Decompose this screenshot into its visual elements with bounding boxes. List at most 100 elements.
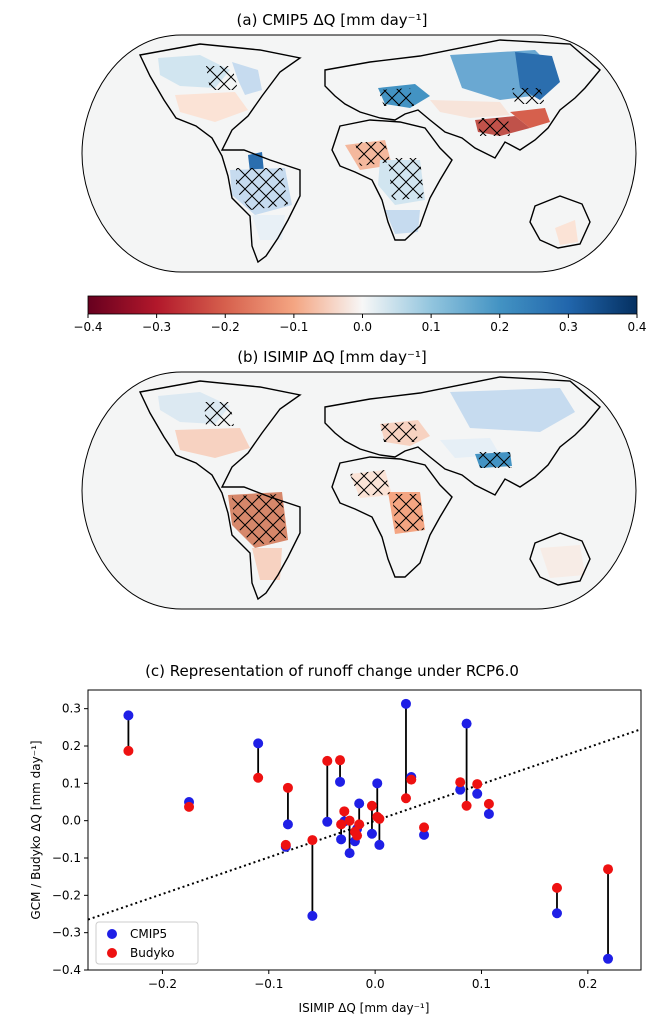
point-cmip5 — [335, 776, 346, 787]
legend-box — [95, 921, 199, 965]
panel-a-title: (a) CMIP5 ΔQ [mm day⁻¹] — [236, 11, 428, 29]
point-budyko — [419, 822, 430, 833]
map-b-regions — [138, 376, 601, 601]
hatch-a-6 — [388, 158, 424, 200]
x-axis-label: ISIMIP ΔQ [mm day⁻¹] — [299, 1001, 430, 1015]
x-tick-label: 0.0 — [366, 977, 385, 991]
colorbar-tick-label: 0.2 — [490, 320, 509, 334]
point-budyko — [307, 835, 318, 846]
point-budyko — [461, 800, 472, 811]
y-tick-label: −0.1 — [52, 851, 81, 865]
point-budyko — [406, 774, 417, 785]
continents-a — [138, 39, 601, 264]
point-cmip5 — [455, 784, 466, 795]
point-cmip5 — [344, 848, 355, 859]
point-budyko — [366, 800, 377, 811]
colorbar-tick-label: −0.3 — [142, 320, 171, 334]
points — [123, 698, 614, 964]
legend-marker-budyko — [107, 948, 117, 958]
region-australia-se — [555, 220, 578, 245]
point-cmip5 — [400, 698, 411, 709]
point-cmip5 — [374, 839, 385, 850]
colorbar-tick-label: −0.4 — [73, 320, 102, 334]
x-tick-label: 0.2 — [578, 977, 597, 991]
y-tick-label: −0.2 — [52, 888, 81, 902]
point-budyko — [123, 745, 134, 756]
y-tick-label: −0.4 — [52, 963, 81, 977]
hatch-b-3 — [478, 452, 512, 468]
y-tick-label: 0.1 — [62, 776, 81, 790]
hatch-a-4 — [478, 118, 510, 136]
point-budyko — [184, 801, 195, 812]
point-cmip5 — [461, 718, 472, 729]
y-axis-label: GCM / Budyko ΔQ [mm day⁻¹] — [29, 740, 43, 919]
legend-marker-cmip5 — [107, 929, 117, 939]
point-cmip5 — [253, 738, 264, 749]
legend-label-budyko: Budyko — [130, 946, 174, 960]
x-tick-label: 0.1 — [472, 977, 491, 991]
point-cmip5 — [322, 816, 333, 827]
point-cmip5 — [483, 808, 494, 819]
point-cmip5 — [123, 710, 134, 721]
region-southern-africa — [385, 210, 420, 234]
hatch-a-1 — [206, 66, 238, 90]
region-plata — [252, 215, 285, 240]
colorbar: −0.4 −0.3 −0.2 −0.1 0.0 0.1 0.2 0.3 0.4 — [73, 295, 647, 334]
colorbar-tick-label: 0.1 — [422, 320, 441, 334]
point-budyko — [603, 864, 614, 875]
hatch-b-4 — [350, 470, 390, 496]
point-cmip5 — [282, 819, 293, 830]
y-tick-label: 0.3 — [62, 702, 81, 716]
map-panel-a — [81, 34, 637, 273]
hatch-a-3 — [512, 88, 545, 104]
colorbar-tick-label: 0.4 — [627, 320, 646, 334]
point-budyko — [354, 819, 365, 830]
region-us-central — [175, 92, 248, 122]
x-axis: −0.2 −0.1 0.0 0.1 0.2 — [148, 970, 597, 991]
y-axis: −0.4 −0.3 −0.2 −0.1 0.0 0.1 0.2 0.3 — [52, 702, 88, 977]
hatch-a-5 — [355, 142, 390, 166]
region-canada-east — [232, 62, 262, 95]
hatch-b-1 — [204, 402, 234, 426]
hatch-b-2 — [380, 422, 418, 442]
x-tick-label: −0.2 — [148, 977, 177, 991]
point-budyko — [280, 839, 291, 850]
colorbar-tick-label: −0.1 — [279, 320, 308, 334]
point-budyko — [472, 779, 483, 790]
point-cmip5 — [419, 829, 430, 840]
region-yangtze — [510, 108, 550, 128]
point-cmip5 — [551, 908, 562, 919]
region-b-australia — [540, 545, 585, 578]
y-tick-label: 0.2 — [62, 739, 81, 753]
point-budyko — [322, 755, 333, 766]
region-b-siberia — [450, 388, 575, 432]
point-budyko — [344, 815, 355, 826]
point-cmip5 — [354, 798, 365, 809]
region-central-asia — [430, 100, 510, 118]
point-budyko — [400, 793, 411, 804]
colorbar-tick-label: −0.2 — [211, 320, 240, 334]
y-tick-label: −0.3 — [52, 926, 81, 940]
hatch-b-6 — [232, 494, 286, 546]
map-a-regions — [138, 39, 601, 264]
map-panel-b — [81, 371, 637, 610]
colorbar-tick-label: 0.3 — [559, 320, 578, 334]
colorbar-gradient — [87, 295, 638, 315]
point-budyko — [339, 806, 350, 817]
point-cmip5 — [307, 910, 318, 921]
x-tick-label: −0.1 — [254, 977, 283, 991]
scatter-chart: −0.4 −0.3 −0.2 −0.1 0.0 0.1 0.2 0.3 −0.2 −0.1 0.0… — [29, 689, 642, 1015]
point-cmip5 — [472, 788, 483, 799]
y-tick-label: 0.0 — [62, 814, 81, 828]
colorbar-tick-label: 0.0 — [353, 320, 372, 334]
point-budyko — [455, 777, 466, 788]
point-cmip5 — [372, 778, 383, 789]
point-budyko — [483, 798, 494, 809]
point-cmip5 — [366, 828, 377, 839]
legend-label-cmip5: CMIP5 — [130, 927, 167, 941]
region-b-us — [175, 428, 250, 458]
point-budyko — [374, 813, 385, 824]
legend: CMIP5 Budyko — [95, 921, 199, 965]
point-budyko — [282, 782, 293, 793]
